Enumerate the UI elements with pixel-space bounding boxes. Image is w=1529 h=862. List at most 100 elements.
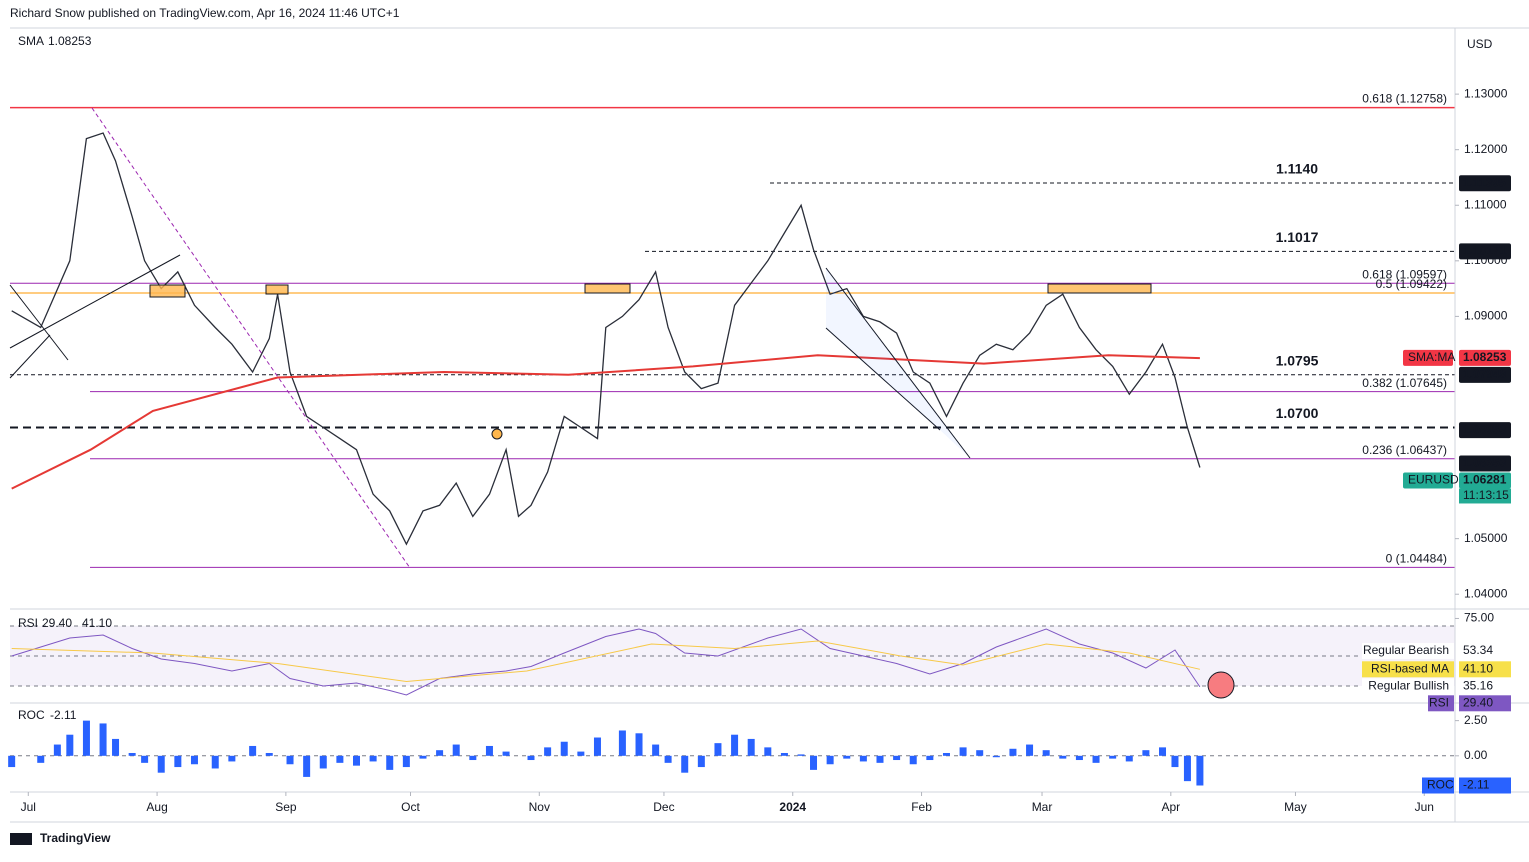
- tag-name-box: [1428, 695, 1454, 712]
- tag-name-box: [1362, 642, 1454, 659]
- y-tick-label: 0.00: [1464, 748, 1488, 762]
- bar: [452, 744, 460, 756]
- tag-name-box: [1362, 678, 1454, 695]
- price-tag: [1459, 472, 1511, 489]
- rsi-line: [11, 628, 1201, 696]
- tag-name: EURUSD: [1408, 473, 1459, 487]
- x-tick-label: Apr: [1161, 800, 1180, 814]
- price-tag-label: 1.08253: [1463, 350, 1507, 364]
- bar: [1159, 747, 1167, 756]
- tag-value: 29.40: [1463, 695, 1493, 709]
- bar: [797, 754, 805, 756]
- tag-name-box: [1362, 661, 1454, 678]
- bar: [303, 755, 311, 777]
- tag-value-box: [1459, 777, 1511, 794]
- y-tick-label: 2.50: [1464, 713, 1488, 727]
- bar: [157, 755, 165, 773]
- bar: [1026, 744, 1034, 756]
- bar: [265, 752, 273, 756]
- x-tick-label: Dec: [653, 800, 674, 814]
- price-tag-label: 1.11395: [1463, 175, 1506, 189]
- fib-label: 0.618 (1.12758): [1362, 92, 1447, 106]
- bar: [286, 755, 294, 765]
- legend-value: 29.40: [42, 616, 72, 630]
- price-tag: [1459, 455, 1511, 472]
- countdown-box: [1459, 488, 1511, 504]
- bar: [502, 751, 510, 756]
- price-tag: [1459, 243, 1511, 260]
- tag-name-box: [1422, 777, 1454, 794]
- tag-value: -2.11: [1463, 778, 1490, 792]
- bar: [1092, 755, 1100, 763]
- bar: [8, 755, 16, 768]
- price-tag: [1459, 349, 1511, 366]
- bar: [190, 755, 198, 765]
- fib-label: 0.382 (1.07645): [1362, 376, 1447, 390]
- price-line: [11, 132, 1201, 546]
- y-tick-label: 1.05000: [1464, 531, 1508, 545]
- bar: [112, 738, 120, 756]
- y-tick-label: 1.13000: [1464, 86, 1508, 100]
- bar: [909, 755, 917, 765]
- bar: [1171, 755, 1179, 768]
- bar: [336, 755, 344, 763]
- bar: [436, 750, 444, 756]
- price-tag-label: 1.10171: [1463, 243, 1507, 257]
- sma-line: [11, 354, 1200, 490]
- bar: [1075, 755, 1083, 761]
- bar: [419, 755, 427, 759]
- byline: Richard Snow published on TradingView.co…: [10, 6, 400, 20]
- bar: [1125, 755, 1133, 762]
- x-tick-label: Jul: [21, 800, 36, 814]
- x-tick-label: 2024: [779, 800, 806, 814]
- bar: [593, 737, 601, 756]
- level-label: 1.0700: [1276, 405, 1319, 421]
- bar: [714, 743, 722, 756]
- legend-value: -2.11: [50, 708, 77, 722]
- bar: [99, 723, 107, 756]
- bar: [353, 755, 361, 766]
- bar: [876, 755, 884, 763]
- level-label: 1.0795: [1276, 352, 1319, 368]
- tag-name-box: [1403, 472, 1453, 489]
- bar: [577, 751, 585, 756]
- bar: [1009, 748, 1017, 756]
- logo-icon: [10, 833, 32, 845]
- bar: [764, 747, 772, 756]
- y-tick-label: 1.12000: [1464, 142, 1508, 156]
- price-tag: [1459, 422, 1511, 439]
- price-tag-label: 1.06353: [1463, 456, 1507, 470]
- y-tick-label: 1.11000: [1464, 197, 1507, 211]
- drawings: [9, 107, 1235, 699]
- bar: [652, 744, 660, 756]
- bar: [942, 752, 950, 756]
- bar: [1042, 750, 1050, 756]
- tag-value: 41.10: [1463, 661, 1493, 675]
- fib-label: 0.5 (1.09422): [1376, 277, 1447, 291]
- price-tag-label: 1.06953: [1463, 422, 1507, 436]
- x-tick-label: Feb: [911, 800, 932, 814]
- bar: [681, 755, 689, 773]
- bar: [53, 744, 61, 756]
- bar: [174, 755, 182, 768]
- bar: [66, 734, 74, 756]
- bar: [249, 745, 257, 756]
- bar: [926, 755, 934, 761]
- bar: [369, 755, 377, 762]
- fib-label: 0 (1.04484): [1386, 551, 1447, 565]
- legend-name: RSI: [18, 616, 38, 630]
- rsi-ma-line: [11, 640, 1201, 683]
- legend-value: 1.08253: [48, 34, 92, 48]
- tag-value-box: [1459, 695, 1511, 712]
- bar: [697, 755, 705, 768]
- bar: [211, 755, 219, 769]
- bar: [319, 755, 327, 769]
- tag-name: ROC: [1427, 778, 1454, 792]
- price-tag-label: 1.06281: [1463, 473, 1507, 487]
- tag-name: RSI: [1429, 695, 1449, 709]
- bar: [560, 741, 568, 756]
- bar: [544, 747, 552, 756]
- bar: [1059, 755, 1067, 759]
